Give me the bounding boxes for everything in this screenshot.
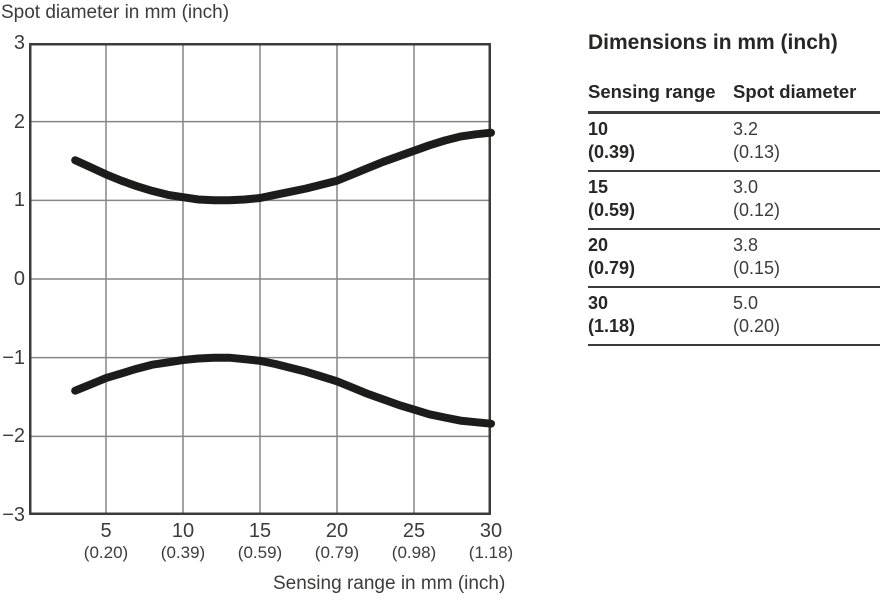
sensing-range-cell: 30 (1.18) (588, 292, 733, 338)
sensing-range-inch: (0.79) (588, 258, 636, 278)
table-body: 10 (0.39) 3.2 (0.13) 15 (0.59) 3.0 (0.12) 20 (0.7… (588, 114, 880, 346)
spot-diameter-inch: (0.15) (733, 258, 781, 278)
column-header-spot-diameter: Spot diameter (733, 81, 857, 102)
table-header-row: Sensing range Spot diameter (588, 81, 880, 114)
dimensions-table: Dimensions in mm (inch) Sensing range Sp… (588, 31, 880, 346)
x-tick-mm-value: 20 (325, 520, 349, 542)
spot-diameter-cell: 5.0 (0.20) (733, 292, 780, 338)
x-tick-inch-value: (0.20) (83, 543, 129, 562)
table-row: 30 (1.18) 5.0 (0.20) (588, 288, 880, 346)
sensing-range-mm: 15 (588, 177, 609, 197)
table-row: 15 (0.59) 3.0 (0.12) (588, 172, 880, 230)
spot-diameter-chart (29, 43, 495, 515)
x-tick-inch-value: (0.98) (391, 543, 437, 562)
sensing-range-cell: 15 (0.59) (588, 176, 733, 222)
table-row: 10 (0.39) 3.2 (0.13) (588, 114, 880, 172)
sensing-range-cell: 20 (0.79) (588, 234, 733, 280)
sensing-range-mm: 30 (588, 293, 609, 313)
spot-diameter-inch: (0.13) (733, 142, 781, 162)
x-tick-mm-value: 10 (171, 520, 195, 542)
x-tick-mm-value: 5 (100, 520, 112, 542)
x-tick-label: 10 (0.39) (141, 520, 225, 563)
sensing-range-mm: 20 (588, 235, 609, 255)
x-tick-label: 30 (1.18) (449, 520, 533, 563)
column-header-sensing-range: Sensing range (588, 81, 716, 102)
x-tick-label: 20 (0.79) (295, 520, 379, 563)
spot-diameter-inch: (0.12) (733, 200, 781, 220)
x-tick-label: 25 (0.98) (372, 520, 456, 563)
plot-area: 3 2 1 0 −1 −2 −3 5 (0.20) 10 (0.39) 15 (0.59) 20 (0.79… (2, 32, 513, 562)
x-tick-mm-value: 25 (402, 520, 426, 542)
x-tick-mm-value: 30 (479, 520, 503, 542)
lower-spot-boundary-curve (71, 353, 495, 428)
x-tick-inch-value: (0.59) (237, 543, 283, 562)
table-title: Dimensions in mm (inch) (588, 31, 838, 54)
y-tick-label: −1 (2, 346, 25, 369)
spot-diameter-inch: (0.20) (733, 316, 781, 336)
x-tick-label: 15 (0.59) (218, 520, 302, 563)
table-row: 20 (0.79) 3.8 (0.15) (588, 230, 880, 288)
spot-diameter-mm: 3.8 (733, 235, 759, 255)
y-tick-label: 1 (13, 189, 25, 212)
y-tick-label: 3 (13, 32, 25, 54)
spot-diameter-cell: 3.8 (0.15) (733, 234, 780, 280)
x-tick-mm-value: 15 (248, 520, 272, 542)
x-tick-inch-value: (0.39) (160, 543, 206, 562)
sensing-range-inch: (0.59) (588, 200, 636, 220)
x-tick-inch-value: (1.18) (468, 543, 514, 562)
upper-spot-boundary-curve (71, 128, 495, 205)
y-tick-label: −3 (2, 504, 25, 526)
y-tick-label: −2 (2, 425, 25, 448)
x-tick-inch-value: (0.79) (314, 543, 360, 562)
spot-diameter-mm: 5.0 (733, 293, 759, 313)
sensing-range-inch: (1.18) (588, 316, 636, 336)
y-tick-label: 2 (13, 110, 25, 133)
chart-x-axis-title: Sensing range in mm (inch) (273, 573, 506, 594)
spot-diameter-cell: 3.2 (0.13) (733, 118, 780, 164)
sensing-range-cell: 10 (0.39) (588, 118, 733, 164)
plot-frame (29, 43, 491, 515)
spot-diameter-mm: 3.2 (733, 119, 759, 139)
sensing-range-inch: (0.39) (588, 142, 636, 162)
x-tick-label: 5 (0.20) (64, 520, 148, 563)
spot-diameter-mm: 3.0 (733, 177, 759, 197)
sensing-range-mm: 10 (588, 119, 609, 139)
y-tick-label: 0 (13, 268, 25, 290)
spot-diameter-cell: 3.0 (0.12) (733, 176, 780, 222)
chart-y-axis-title: Spot diameter in mm (inch) (1, 2, 230, 23)
